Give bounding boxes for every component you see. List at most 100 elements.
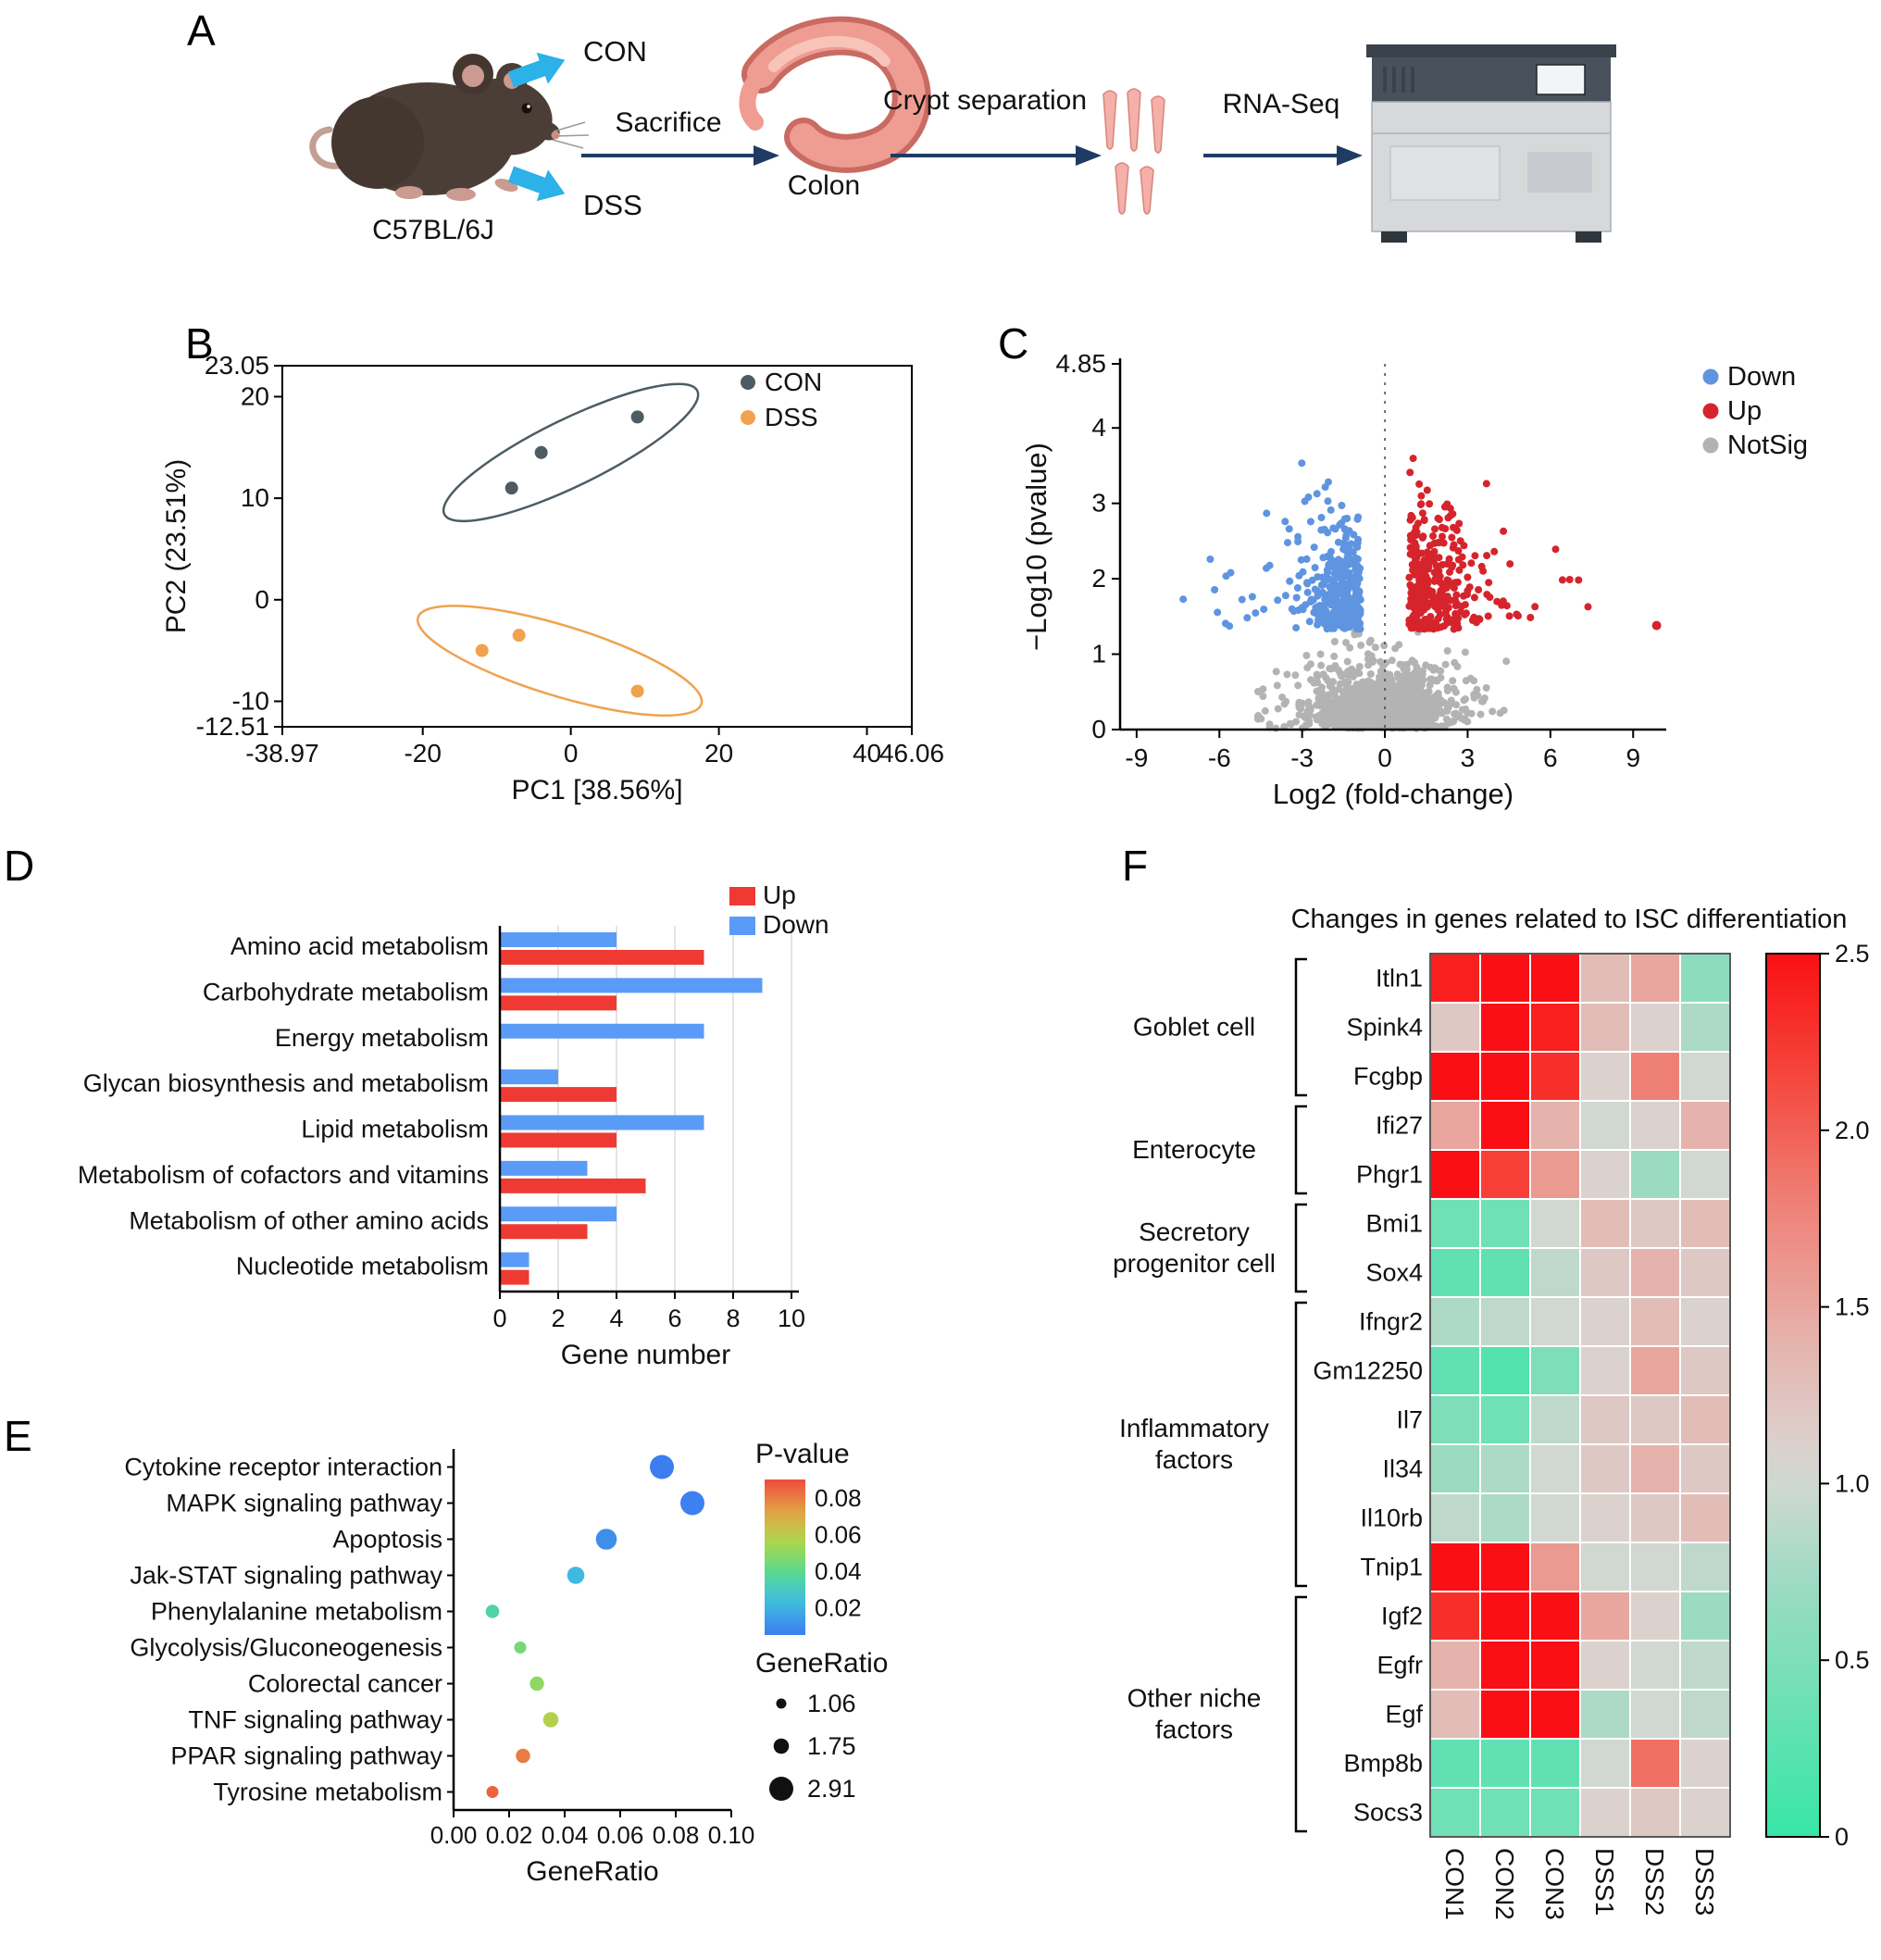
- column-label: CON1: [1440, 1848, 1469, 1920]
- y-tick-label: 4: [1091, 413, 1106, 442]
- gene-label: Il7: [1396, 1406, 1423, 1434]
- heatmap-cell: [1431, 1789, 1479, 1836]
- panel-label-e: E: [4, 1412, 32, 1460]
- heatmap-cell: [1631, 1249, 1679, 1296]
- group-label: Secretory: [1139, 1217, 1250, 1246]
- heatmap-cell: [1681, 1445, 1729, 1492]
- crypt-separation-arrow-icon: [891, 145, 1102, 166]
- heatmap-cell: [1581, 1396, 1629, 1443]
- group-bracket: [1294, 1595, 1307, 1833]
- heatmap-cell: [1681, 1102, 1729, 1149]
- heatmap-cell: [1581, 1347, 1629, 1394]
- y-tick-label: 1: [1091, 640, 1106, 668]
- gene-label: Ifngr2: [1359, 1308, 1423, 1336]
- x-tick-label: 20: [704, 739, 733, 768]
- y-axis-title: −Log10 (pvalue): [1020, 443, 1053, 651]
- legend-swatch-down: [729, 917, 755, 935]
- heatmap-cell: [1631, 1494, 1679, 1542]
- size-tick: 2.91: [807, 1775, 856, 1803]
- heatmap-cell: [1531, 1592, 1579, 1640]
- bar-down: [500, 1160, 588, 1176]
- x-tick-label: 0.06: [597, 1821, 644, 1849]
- bar-down: [500, 1206, 617, 1222]
- strain-label: C57BL/6J: [372, 215, 494, 245]
- gene-label: Igf2: [1381, 1603, 1423, 1630]
- heatmap-cell: [1581, 955, 1629, 1002]
- heatmap-cell: [1581, 1691, 1629, 1738]
- heatmap-cell: [1581, 1151, 1629, 1198]
- size-tick: 1.06: [807, 1690, 856, 1717]
- heatmap-cell: [1531, 1691, 1579, 1738]
- heatmap-cell: [1631, 1053, 1679, 1100]
- column-label: DSS1: [1590, 1848, 1619, 1916]
- group-label: progenitor cell: [1113, 1249, 1276, 1278]
- pathway-label: TNF signaling pathway: [188, 1706, 442, 1734]
- gene-label: Itln1: [1376, 965, 1423, 992]
- heatmap-cell: [1431, 1543, 1479, 1591]
- heatmap-cell: [1631, 1642, 1679, 1689]
- heatmap-cell: [1481, 1543, 1529, 1591]
- pvalue-colorbar: [765, 1479, 805, 1635]
- panel-label-a: A: [187, 6, 216, 55]
- pathway-label: Phenylalanine metabolism: [151, 1598, 442, 1626]
- x-tick-label: 0.04: [542, 1821, 589, 1849]
- heatmap-cell: [1481, 1592, 1529, 1640]
- x-tick-label: 0.10: [708, 1821, 755, 1849]
- bar-down: [500, 1115, 704, 1130]
- legend-dot-up: [1702, 403, 1719, 419]
- size-legend-title: GeneRatio: [755, 1648, 888, 1679]
- heatmap-cell: [1431, 1347, 1479, 1394]
- heatmap-cell: [1481, 1004, 1529, 1051]
- pathway-dot: [567, 1567, 585, 1584]
- y-tick-label: 0: [1091, 715, 1106, 743]
- size-legend-dot: [773, 1738, 790, 1754]
- colon-label: Colon: [788, 170, 860, 201]
- pathway-dot: [680, 1491, 704, 1516]
- panel-f-heatmap: Changes in genes related to ISC differen…: [1113, 905, 1870, 1920]
- x-tick-label: 0.08: [653, 1821, 700, 1849]
- heatmap-cell: [1581, 1102, 1629, 1149]
- pvalue-tick: 0.06: [815, 1520, 862, 1548]
- heatmap-cell: [1431, 1102, 1479, 1149]
- bar-down: [500, 978, 763, 993]
- pathway-label: Apoptosis: [332, 1526, 442, 1554]
- heatmap-cell: [1581, 1004, 1629, 1051]
- panel-label-d: D: [4, 842, 35, 890]
- x-tick-label: 3: [1461, 743, 1476, 772]
- heatmap-cell: [1431, 1151, 1479, 1198]
- rnaseq-arrow-icon: [1203, 145, 1363, 166]
- x-tick-label: 0.00: [430, 1821, 478, 1849]
- mouse-illustration: [309, 54, 590, 201]
- heatmap-cell: [1681, 1347, 1729, 1394]
- heatmap-cell: [1531, 1789, 1579, 1836]
- heatmap-cell: [1631, 1691, 1679, 1738]
- heatmap-cell: [1531, 1494, 1579, 1542]
- heatmap-cell: [1681, 1642, 1729, 1689]
- category-label: Carbohydrate metabolism: [203, 978, 489, 1005]
- heatmap-cell: [1581, 1789, 1629, 1836]
- y-max-label: 4.85: [1056, 349, 1107, 378]
- x-tick-label: -9: [1125, 743, 1148, 772]
- bar-up: [500, 995, 617, 1011]
- x-axis-title: GeneRatio: [526, 1856, 658, 1887]
- column-label: CON2: [1490, 1848, 1519, 1920]
- heatmap-cell: [1631, 1151, 1679, 1198]
- pathway-dot: [516, 1748, 530, 1764]
- gene-label: Il34: [1382, 1455, 1423, 1483]
- gene-label: Ifi27: [1376, 1112, 1423, 1140]
- x-tick-label: 0: [1377, 743, 1392, 772]
- heatmap-cell: [1681, 1249, 1729, 1296]
- heatmap-cell: [1581, 1053, 1629, 1100]
- size-legend-dot: [776, 1698, 787, 1709]
- pvalue-legend-title: P-value: [755, 1439, 850, 1469]
- heatmap-cell: [1481, 1053, 1529, 1100]
- heatmap-cell: [1531, 1249, 1579, 1296]
- pathway-dot: [514, 1642, 527, 1654]
- colorbar-tick: 2.5: [1835, 940, 1870, 968]
- legend-dot-con: [741, 375, 755, 390]
- heatmap-cell: [1481, 1249, 1529, 1296]
- colorbar-tick: 2.0: [1835, 1117, 1870, 1144]
- heatmap-cell: [1431, 1445, 1479, 1492]
- pathway-label: Glycolysis/Gluconeogenesis: [130, 1634, 442, 1662]
- heatmap-cell: [1481, 1102, 1529, 1149]
